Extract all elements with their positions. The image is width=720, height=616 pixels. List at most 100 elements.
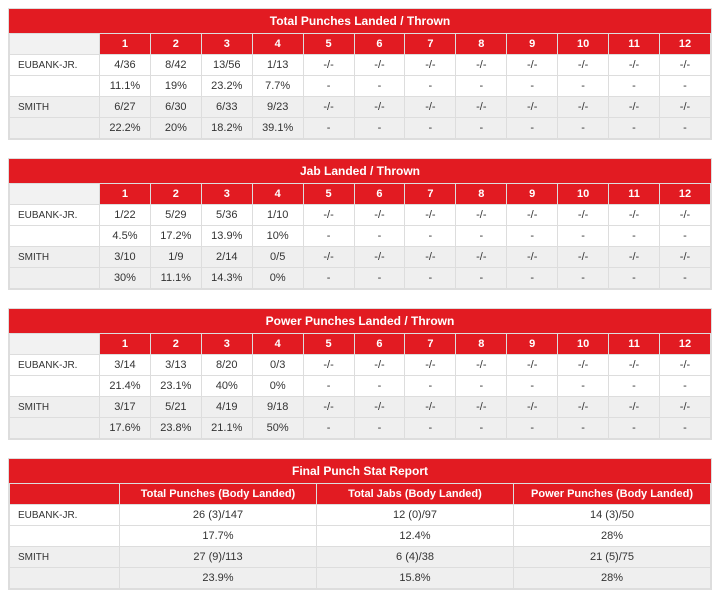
final-cell: 12 (0)/97 <box>317 505 514 526</box>
col-round: 1 <box>100 184 151 205</box>
cell-pct: 13.9% <box>201 226 252 247</box>
cell-ratio: -/- <box>303 355 354 376</box>
col-round: 10 <box>558 34 609 55</box>
final-cell-pct: 28% <box>514 526 711 547</box>
cell-ratio: -/- <box>354 97 405 118</box>
cell-ratio: 3/14 <box>100 355 151 376</box>
col-round: 12 <box>659 184 710 205</box>
stats-section: Jab Landed / Thrown123456789101112EUBANK… <box>8 158 712 290</box>
cell-pct: - <box>507 76 558 97</box>
col-round: 5 <box>303 334 354 355</box>
cell-ratio: -/- <box>609 55 660 76</box>
cell-ratio: -/- <box>507 247 558 268</box>
table-row: 21.4%23.1%40%0%-------- <box>10 376 711 397</box>
final-cell: 26 (3)/147 <box>120 505 317 526</box>
cell-pct: - <box>558 418 609 439</box>
cell-ratio: 6/27 <box>100 97 151 118</box>
cell-pct: 17.6% <box>100 418 151 439</box>
col-round: 3 <box>201 34 252 55</box>
cell-pct: - <box>354 76 405 97</box>
cell-ratio: -/- <box>303 97 354 118</box>
cell-pct: - <box>558 376 609 397</box>
cell-ratio: 5/36 <box>201 205 252 226</box>
cell-ratio: -/- <box>456 55 507 76</box>
fighter-name-blank <box>10 526 120 547</box>
col-round: 12 <box>659 34 710 55</box>
cell-pct: - <box>558 76 609 97</box>
cell-pct: - <box>405 118 456 139</box>
cell-ratio: -/- <box>507 205 558 226</box>
cell-ratio: -/- <box>303 247 354 268</box>
round-table: 123456789101112EUBANK-JR.1/225/295/361/1… <box>9 183 711 289</box>
cell-ratio: 6/33 <box>201 97 252 118</box>
cell-pct: 14.3% <box>201 268 252 289</box>
cell-ratio: 4/36 <box>100 55 151 76</box>
cell-ratio: 13/56 <box>201 55 252 76</box>
fighter-name: EUBANK-JR. <box>10 505 120 526</box>
cell-ratio: -/- <box>507 397 558 418</box>
col-round: 5 <box>303 34 354 55</box>
cell-pct: - <box>659 226 710 247</box>
cell-pct: - <box>354 418 405 439</box>
col-round: 4 <box>252 184 303 205</box>
col-round: 1 <box>100 334 151 355</box>
cell-pct: 10% <box>252 226 303 247</box>
table-row: 23.9%15.8%28% <box>10 568 711 589</box>
final-cell-pct: 28% <box>514 568 711 589</box>
round-table: 123456789101112EUBANK-JR.3/143/138/200/3… <box>9 333 711 439</box>
cell-pct: - <box>456 418 507 439</box>
cell-pct: - <box>609 76 660 97</box>
cell-pct: - <box>456 118 507 139</box>
table-row: 22.2%20%18.2%39.1%-------- <box>10 118 711 139</box>
final-cell: 27 (9)/113 <box>120 547 317 568</box>
cell-ratio: -/- <box>354 355 405 376</box>
cell-ratio: 8/20 <box>201 355 252 376</box>
cell-pct: - <box>659 118 710 139</box>
cell-pct: - <box>609 118 660 139</box>
final-cell: 21 (5)/75 <box>514 547 711 568</box>
cell-ratio: -/- <box>558 97 609 118</box>
cell-ratio: -/- <box>659 55 710 76</box>
cell-pct: 0% <box>252 376 303 397</box>
cell-ratio: -/- <box>354 55 405 76</box>
cell-ratio: -/- <box>303 205 354 226</box>
cell-ratio: -/- <box>609 205 660 226</box>
cell-pct: 0% <box>252 268 303 289</box>
col-round: 3 <box>201 334 252 355</box>
cell-ratio: -/- <box>303 55 354 76</box>
cell-pct: - <box>507 376 558 397</box>
cell-pct: 21.1% <box>201 418 252 439</box>
cell-pct: - <box>354 268 405 289</box>
final-cell-pct: 17.7% <box>120 526 317 547</box>
cell-pct: - <box>303 418 354 439</box>
cell-pct: - <box>354 118 405 139</box>
fighter-name-blank <box>10 418 100 439</box>
cell-pct: - <box>609 376 660 397</box>
table-row: EUBANK-JR.26 (3)/14712 (0)/9714 (3)/50 <box>10 505 711 526</box>
cell-ratio: -/- <box>456 97 507 118</box>
section-title: Jab Landed / Thrown <box>9 159 711 183</box>
table-row: 17.6%23.8%21.1%50%-------- <box>10 418 711 439</box>
col-round: 4 <box>252 34 303 55</box>
cell-ratio: -/- <box>659 355 710 376</box>
cell-pct: 50% <box>252 418 303 439</box>
col-round: 3 <box>201 184 252 205</box>
cell-ratio: 8/42 <box>150 55 201 76</box>
final-section: Final Punch Stat ReportTotal Punches (Bo… <box>8 458 712 590</box>
cell-pct: - <box>405 418 456 439</box>
cell-pct: 20% <box>150 118 201 139</box>
cell-ratio: -/- <box>405 205 456 226</box>
cell-pct: 23.8% <box>150 418 201 439</box>
cell-pct: - <box>303 76 354 97</box>
final-col: Total Jabs (Body Landed) <box>317 484 514 505</box>
fighter-name: EUBANK-JR. <box>10 355 100 376</box>
cell-pct: - <box>558 118 609 139</box>
cell-ratio: -/- <box>354 397 405 418</box>
cell-pct: - <box>609 226 660 247</box>
round-table: 123456789101112EUBANK-JR.4/368/4213/561/… <box>9 33 711 139</box>
cell-ratio: -/- <box>405 97 456 118</box>
cell-pct: - <box>405 76 456 97</box>
col-round: 12 <box>659 334 710 355</box>
fighter-name-blank <box>10 76 100 97</box>
col-round: 11 <box>609 334 660 355</box>
